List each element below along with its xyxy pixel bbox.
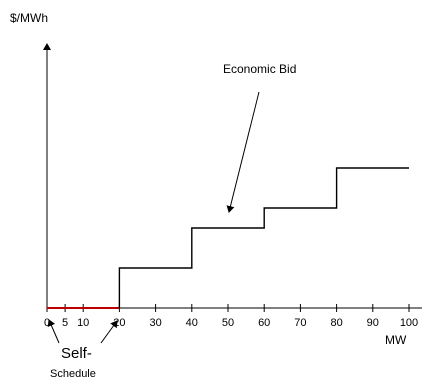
y-axis-label: $/MWh: [10, 11, 48, 25]
x-tick-label: 5: [62, 317, 68, 329]
x-tick-label: 30: [149, 317, 161, 329]
x-tick-label: 60: [258, 317, 270, 329]
x-tick-label: 0: [44, 317, 50, 329]
x-tick-label: 80: [330, 317, 342, 329]
economic-bid-arrow: [226, 91, 260, 213]
economic-bid-annotation: Economic Bid: [223, 62, 296, 76]
self-schedule-annotation-line2: Schedule: [50, 368, 96, 379]
x-tick-labels: 0 5 10 20 30 40 50 60 70 80 90 100: [44, 317, 418, 329]
economic-bid-series: [118, 167, 409, 308]
x-axis-label: MW: [385, 333, 407, 347]
self-schedule-annotation-line1: Self-: [61, 345, 92, 362]
self-schedule-arrow-left: [47, 319, 60, 344]
x-tick-label: 90: [367, 317, 379, 329]
x-tick-label: 10: [77, 317, 89, 329]
x-tick-label: 40: [186, 317, 198, 329]
self-schedule-arrow-right: [100, 320, 118, 344]
x-tick-label: 100: [400, 317, 418, 329]
x-tick-label: 50: [222, 317, 234, 329]
x-tick-label: 70: [294, 317, 306, 329]
